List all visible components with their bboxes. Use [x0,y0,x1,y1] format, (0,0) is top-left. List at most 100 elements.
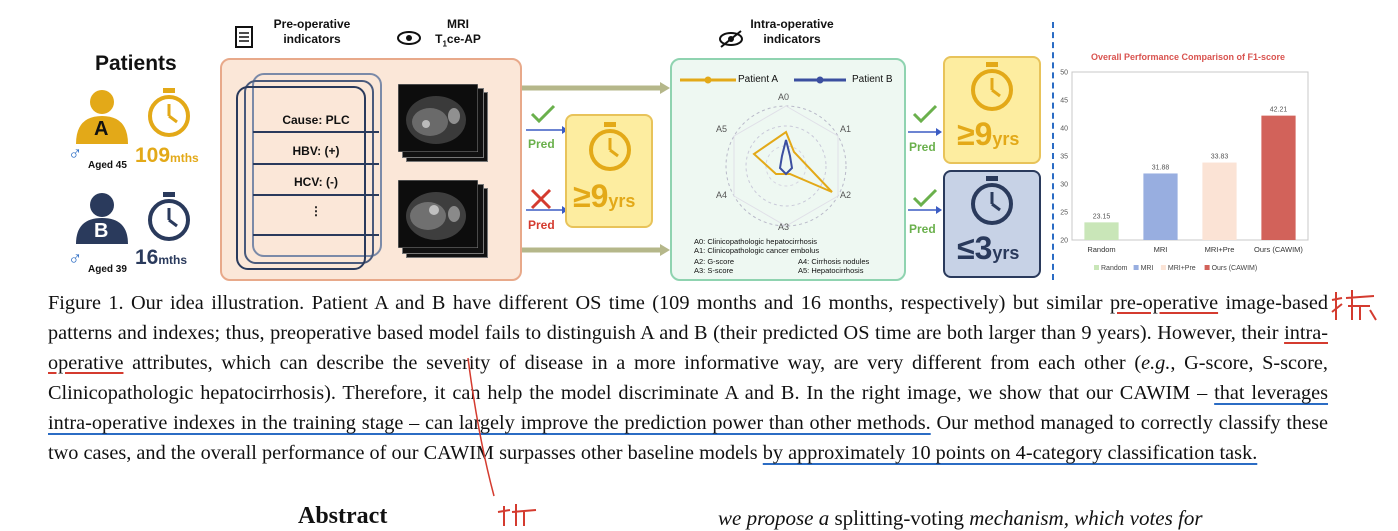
patient-b-letter: B [94,220,109,242]
male-icon: ♂ [68,144,83,165]
radar-chart [725,105,847,227]
highlight-10-points: by approximately 10 points on 4-category… [762,442,1258,464]
indicator-more: ⋮ [310,204,322,218]
pred-right-top-unit: yrs [992,129,1020,149]
mri-header: MRI T1ce-AP [435,17,481,49]
pred-right-top-value: ≥9 [957,116,993,152]
bar-random [1084,222,1119,240]
pred-right-bottom-value: ≤3 [957,230,993,266]
highlight-intra-operative: intra-operative [48,322,1328,374]
patient-b-time-value: 16 [135,246,159,269]
radar-def-a3: A3: S-score [694,266,734,275]
stopwatch-icon [971,62,1013,111]
radar-def-a0: A0: Clinicopathologic hepatocirrhosis [694,237,817,246]
legend-entry: Ours (CAWIM) [1212,265,1258,272]
eye-hidden-icon [719,30,743,48]
preop-header: Pre-operative indicators [273,17,351,46]
bar-value-label: 33.83 [1211,154,1229,161]
bar-value-label: 23.15 [1093,213,1111,220]
legend-swatch [1204,265,1210,270]
bar-mri [1143,173,1178,240]
y-tick-label: 25 [1060,210,1068,217]
eye-icon [397,31,421,45]
figure-caption: Figure 1. Our idea illustration. Patient… [48,292,1329,464]
indicator-card-back [252,73,382,257]
patient-a-age: Aged 45 [88,160,127,171]
stopwatch-icon [589,122,631,171]
legend-entry: MRI+Pre [1168,265,1196,272]
check-icon [912,188,938,208]
patient-a-time-unit: mths [170,151,199,165]
legend-line-b [794,76,846,84]
radar-axis-a5: A5 [716,124,728,134]
check-icon [530,104,556,124]
pred-mid-value: ≥9 [573,178,609,214]
plot-frame [1071,71,1309,241]
bar-mri-pre [1202,162,1237,240]
male-icon: ♂ [68,249,83,270]
radar-axis-a0: A0 [778,92,790,102]
legend-swatch [1094,265,1099,270]
divider [1052,22,1054,280]
radar-def-a5: A5: Hepatocirrhosis [798,266,864,275]
bar-ours-cawim- [1261,115,1296,240]
highlight-cawim: that leverages intra-operative indexes i… [48,382,1329,434]
bar-value-label: 31.88 [1152,164,1170,171]
handwritten-arrow-icon [467,357,537,526]
category-label: MRI+Pre [1205,245,1235,254]
legend-entry: Random [1101,265,1128,272]
patient-b-age: Aged 39 [88,264,127,275]
radar-axis-a2: A2 [840,190,852,200]
right-arrows [908,128,942,214]
y-tick-label: 30 [1060,182,1068,189]
patient-b-stopwatch-icon [148,192,190,241]
pred-right-bottom-unit: yrs [992,243,1020,263]
next-column-text: we propose a splitting-voting mechanism,… [718,506,1203,530]
pred-mid-unit: yrs [608,191,636,211]
y-tick-label: 45 [1060,98,1068,105]
patient-b-time-unit: mths [158,253,188,267]
highlight-pre-operative: pre-operative [1109,292,1219,314]
indicator-hcv: HCV: (-) [294,175,338,189]
bar-chart: 20 25 30 35 40 45 50 23.15 Random 31.88 MRI 33.83 MR… [1060,70,1309,272]
bar-value-label: 42.21 [1270,107,1288,114]
legend-swatch [1133,265,1139,270]
abstract-heading: Abstract [298,503,388,529]
legend-patient-b: Patient B [852,74,893,85]
patient-b-person-icon [76,193,128,244]
intra-panel [670,58,906,281]
indicator-hbv: HBV: (+) [292,144,340,158]
radar-axis-a4: A4 [716,190,728,200]
category-label: Random [1087,245,1115,254]
radar-axis-a3: A3 [778,222,790,232]
indicator-card-front [236,86,366,270]
stopwatch-icon [971,176,1013,225]
pred-label: Pred [909,140,936,154]
chart-title: Overall Performance Comparison of F1-sco… [1090,52,1286,62]
patient-a-person-icon [76,90,128,144]
legend-swatch [1160,265,1166,270]
legend-entry: MRI [1141,265,1154,272]
category-label: Ours (CAWIM) [1254,245,1303,254]
y-tick-label: 50 [1060,70,1068,77]
flow-arrows [522,82,670,256]
check-icon [912,104,938,124]
y-tick-label: 20 [1060,238,1068,245]
pred-right-bottom-box: ≤3yrs [943,170,1041,278]
mri-image-b [398,180,478,248]
pred-mid-box: ≥9yrs [565,114,653,228]
category-label: MRI [1154,245,1168,254]
indicator-card-mid [244,80,374,264]
pred-label: Pred [528,218,555,232]
patient-a-stopwatch-icon [148,88,190,137]
patient-a-letter: A [94,118,109,140]
patients-title: Patients [95,52,177,75]
cross-icon [530,188,552,210]
pred-label: Pred [528,137,555,151]
patient-a-time-value: 109 [135,144,171,167]
intra-header: Intra-operative indicators [750,17,834,46]
legend-line-a [680,76,736,84]
handwritten-note-icon [1331,290,1377,321]
y-tick-label: 40 [1060,126,1068,133]
radar-def-a4: A4: Cirrhosis nodules [798,257,870,266]
